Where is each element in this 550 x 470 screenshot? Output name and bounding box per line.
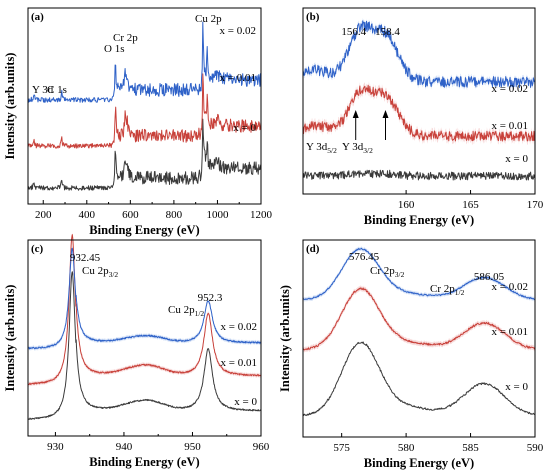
- x-axis-label: Binding Energy (eV): [364, 456, 474, 470]
- peak-annotation: Cr 2p3/2: [370, 265, 405, 279]
- peak-value-label: 576.45: [349, 251, 380, 263]
- series-line-x0.02: [27, 21, 262, 103]
- series-line-x0.02: [302, 20, 536, 88]
- panel-label: (b): [306, 11, 320, 23]
- series-label: x = 0: [505, 153, 528, 165]
- series-line-x0.01: [27, 234, 262, 385]
- series-line-x0.01: [302, 287, 536, 351]
- series-line-x0: [303, 169, 536, 181]
- series-label: x = 0.02: [492, 281, 528, 293]
- peak-annotation: Y 3d5/2: [306, 141, 337, 155]
- x-tick-label: 585: [462, 442, 479, 454]
- peak-annotation: Y 3d3/2: [342, 141, 373, 155]
- y-axis-label: Intensity (arb.units): [3, 285, 17, 392]
- peak-value-label: 158.4: [375, 26, 400, 38]
- x-tick-label: 600: [122, 209, 139, 221]
- x-tick-label: 170: [527, 199, 544, 211]
- peak-label: Cu 2p: [195, 13, 222, 25]
- series-label: x = 0.01: [220, 72, 256, 84]
- series-label: x = 0.01: [492, 120, 528, 132]
- x-tick-label: 930: [47, 441, 64, 453]
- series-label: x = 0.02: [220, 25, 256, 37]
- x-axis-label: Binding Energy (eV): [364, 213, 474, 227]
- peak-annotation: Cu 2p1/2: [168, 304, 204, 318]
- series-line-x0.01: [302, 84, 536, 142]
- x-tick-label: 160: [398, 199, 415, 211]
- arrow-head: [382, 110, 389, 118]
- series-label: x = 0.01: [221, 357, 257, 369]
- plot-frame: [302, 239, 536, 438]
- series-line-x0.01: [27, 73, 262, 149]
- panel-d: 575 580 585 590 Binding Energy (eV) Intensity…: [278, 239, 544, 470]
- peak-value-label: 586.05: [474, 271, 505, 283]
- x-tick-label: 165: [462, 199, 479, 211]
- series-label: x = 0.02: [492, 83, 528, 95]
- peak-value-label: 156.4: [341, 26, 366, 38]
- panel-c: 930 940 950 960 Binding Energy (eV) Intensity…: [3, 232, 270, 469]
- peak-label: Y 3d: [32, 84, 54, 96]
- x-tick-label: 1000: [206, 209, 229, 221]
- x-axis-label: Binding Energy (eV): [89, 223, 199, 237]
- plot-frame: [302, 7, 536, 195]
- y-axis-label: Intensity (arb.units): [278, 285, 292, 392]
- panel-label: (a): [31, 11, 44, 23]
- x-axis-label: Binding Energy (eV): [89, 455, 199, 469]
- peak-annotation: Cr 2p1/2: [430, 283, 465, 297]
- x-tick-label: 800: [166, 209, 183, 221]
- peak-label: O 1s: [104, 43, 124, 55]
- series-line-x0.02: [27, 247, 262, 350]
- x-tick-label: 950: [184, 441, 201, 453]
- peak-label: Cr 2p: [113, 32, 138, 44]
- series-label: x = 0.01: [492, 326, 528, 338]
- series-line-x0: [302, 341, 536, 417]
- series-line-x0: [27, 271, 262, 420]
- x-tick-label: 1200: [250, 209, 273, 221]
- x-tick-label: 590: [527, 442, 544, 454]
- series-line-x0.02: [302, 247, 536, 301]
- peak-annotation: Cu 2p3/2: [82, 265, 118, 279]
- series-label: x = 0.02: [221, 321, 257, 333]
- peak-value-label: 932.45: [70, 252, 101, 264]
- x-tick-label: 400: [79, 209, 96, 221]
- plot-frame: [27, 7, 262, 205]
- x-tick-label: 580: [398, 442, 415, 454]
- series-label: x = 0: [505, 381, 528, 393]
- series-label: x = 0: [233, 122, 256, 134]
- peak-label: C 1s: [47, 84, 67, 96]
- panel-label: (c): [31, 243, 44, 255]
- series-label: x = 0: [234, 396, 257, 408]
- series-line-x0: [27, 118, 262, 191]
- arrow-head: [352, 110, 359, 118]
- x-tick-label: 200: [35, 209, 52, 221]
- x-tick-label: 960: [253, 441, 270, 453]
- peak-value-label: 952.3: [198, 292, 223, 304]
- panel-label: (d): [306, 243, 320, 255]
- plot-frame: [27, 239, 262, 437]
- y-axis-label: Intensity (arb.units): [3, 53, 17, 160]
- panel-b: 160 165 170 Binding Energy (eV) (b) x = 0 x = …: [302, 7, 544, 227]
- x-tick-label: 575: [333, 442, 350, 454]
- panel-a: 200 400 600 800 1000 1200 Binding Energy (eV) I…: [3, 7, 273, 237]
- x-tick-label: 940: [116, 441, 133, 453]
